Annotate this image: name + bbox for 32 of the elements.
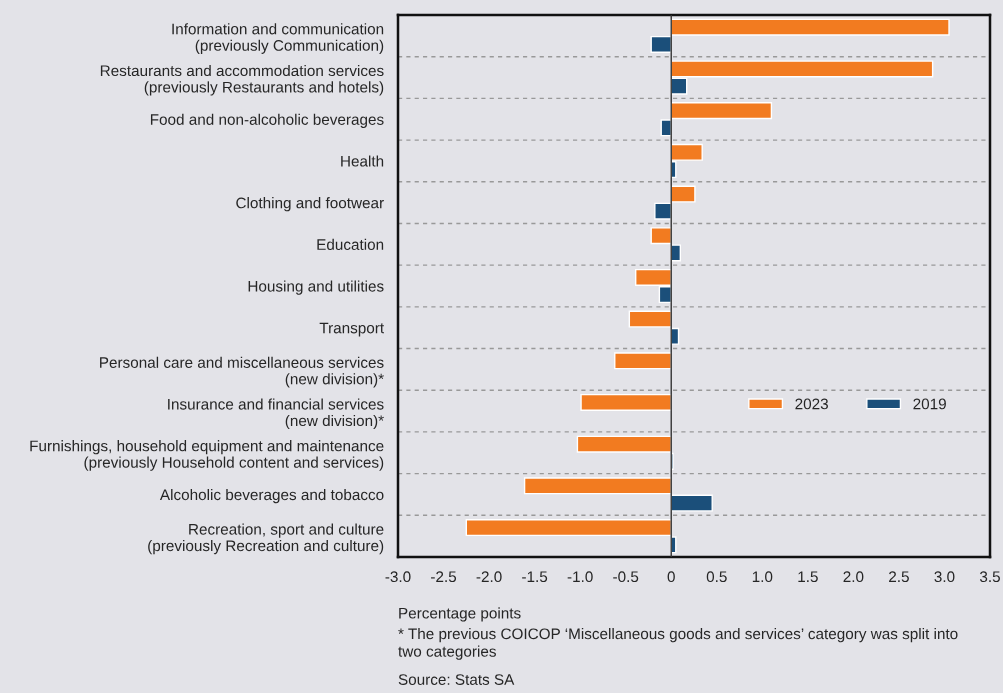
x-tick-label: -0.5: [613, 571, 639, 583]
y-tick-label: Recreation, sport and culture (previously Recreation and culture): [148, 523, 384, 555]
x-tick-label: 1.0: [752, 571, 773, 583]
x-tick-label: -2.0: [476, 571, 502, 583]
x-tick-label: -1.0: [567, 571, 593, 583]
x-tick-label: 0: [667, 571, 675, 583]
x-tick-label: 1.5: [798, 571, 818, 583]
source-note: Source: Stats SA: [398, 674, 515, 685]
y-tick-label: Furnishings, household equipment and maintenance (previously Household content and services): [30, 440, 384, 471]
legend-label: 2019: [913, 398, 946, 410]
x-tick-label: -2.5: [431, 571, 457, 583]
y-tick-label: Transport: [319, 322, 384, 337]
x-tick-label: 3.5: [979, 571, 1000, 583]
y-tick-label: Insurance and financial services (new division)*: [168, 398, 384, 430]
x-axis-title: Percentage points: [399, 607, 521, 622]
legend-label: 2023: [795, 398, 828, 410]
y-tick-label: Food and non-alcoholic beverages: [150, 113, 384, 128]
y-tick-label: Housing and utilities: [248, 280, 384, 295]
x-tick-label: -1.5: [522, 571, 548, 583]
y-tick-label: Health: [341, 155, 384, 167]
y-tick-label: Restaurants and accommodation services (previously Restaurants and hotels): [100, 64, 384, 96]
x-tick-label: -3.0: [385, 571, 411, 583]
text: * The previous COICOP ‘Miscellaneous goods and services’ category was split into two categories: [398, 628, 958, 660]
y-tick-label: Personal care and miscellaneous services (new division)*: [100, 356, 384, 388]
x-tick-label: 2.0: [843, 571, 864, 583]
y-tick-label: Clothing and footwear: [236, 197, 384, 212]
y-tick-label: Information and communication (previously Communication): [172, 23, 384, 54]
y-tick-label: Education: [317, 238, 384, 250]
x-tick-label: 3.0: [934, 571, 955, 583]
x-tick-label: 0.5: [706, 571, 727, 583]
x-tick-label: 2.5: [889, 571, 909, 583]
y-tick-label: Alcoholic beverages and tobacco: [159, 488, 384, 504]
